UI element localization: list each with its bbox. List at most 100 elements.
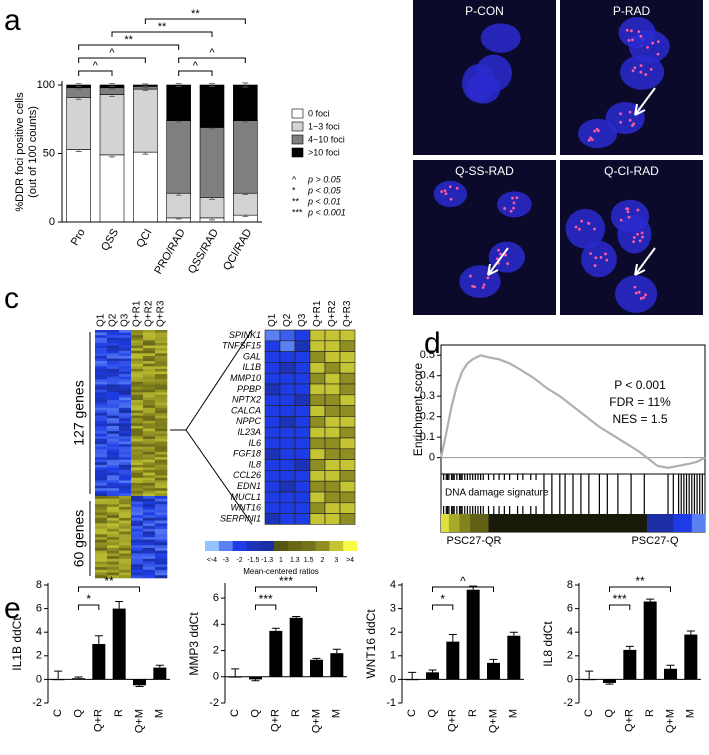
overview-cell <box>119 392 132 396</box>
focus-dot <box>443 189 447 193</box>
row-label: IL6 <box>248 438 261 448</box>
overview-cell <box>95 561 108 565</box>
overview-cell <box>119 477 132 481</box>
note-symbol: * <box>292 185 296 195</box>
overview-cell <box>119 462 132 466</box>
overview-cell <box>131 547 144 551</box>
focus-dot <box>511 196 514 200</box>
error-bar <box>135 685 144 687</box>
row-label: IL1B <box>242 362 261 372</box>
bar <box>249 676 262 680</box>
overview-cell <box>155 488 168 492</box>
overview-cell <box>155 405 168 409</box>
x-tick-label: Q+M <box>664 709 676 733</box>
overview-cell <box>131 436 144 440</box>
rank-strip <box>441 514 450 532</box>
heatmap-cell <box>279 502 296 514</box>
heatmap-cell <box>264 416 281 428</box>
overview-cell <box>155 480 168 484</box>
overview-cell <box>131 558 144 562</box>
overview-cell <box>155 394 168 398</box>
overview-cell <box>131 418 144 422</box>
overview-cell <box>155 441 168 445</box>
overview-cell <box>155 423 168 427</box>
x-tick-label: M <box>331 709 343 718</box>
zoom-column-label: Q+R1 <box>312 300 323 327</box>
overview-cell <box>131 394 144 398</box>
colorbar-block <box>274 541 289 551</box>
overview-cell <box>131 342 144 346</box>
overview-cell <box>143 550 156 554</box>
focus-dot <box>656 40 660 44</box>
bar-segment <box>233 120 258 194</box>
overview-cell <box>131 483 144 486</box>
overview-cell <box>143 564 156 568</box>
overview-cell <box>107 515 120 519</box>
overview-cell <box>107 520 120 524</box>
row-label: SERPINI1 <box>220 513 261 523</box>
overview-cell <box>131 517 144 521</box>
focus-dot <box>577 227 581 231</box>
colorbar-tick-label: 1 <box>279 557 283 564</box>
overview-cell <box>119 569 132 573</box>
overview-cell <box>131 350 144 354</box>
overview-cell <box>107 493 120 497</box>
overview-cell <box>107 428 120 432</box>
focus-dot <box>504 253 508 257</box>
column-label: Q+R2 <box>144 300 155 327</box>
focus-dot <box>506 262 510 266</box>
overview-cell <box>119 467 132 471</box>
overview-cell <box>119 384 132 388</box>
overview-cell <box>107 394 120 398</box>
overview-cell <box>95 506 108 510</box>
overview-cell <box>119 480 132 484</box>
rank-strip <box>673 514 693 532</box>
focus-dot <box>644 293 647 297</box>
overview-cell <box>107 402 120 406</box>
overview-cell <box>119 553 132 557</box>
nucleus <box>618 17 656 49</box>
note-symbol: ^ <box>292 174 297 184</box>
overview-cell <box>131 493 144 497</box>
focus-dot <box>628 118 632 122</box>
overview-cell <box>143 392 156 396</box>
overview-cell <box>155 431 168 435</box>
focus-dot <box>455 186 459 190</box>
overview-cell <box>119 425 132 429</box>
overview-cell <box>131 400 144 403</box>
overview-cell <box>155 451 168 455</box>
heatmap-cell <box>309 513 326 525</box>
y-tick-label: 0.3 <box>420 390 435 402</box>
overview-cell <box>131 564 144 568</box>
colorbar-tick-label: -3 <box>223 557 229 564</box>
overview-cell <box>155 358 168 362</box>
bar <box>112 608 126 680</box>
bar-segment <box>66 97 91 150</box>
overview-cell <box>107 467 120 471</box>
overview-cell <box>119 345 132 349</box>
error-bar <box>646 598 655 602</box>
overview-cell <box>95 374 108 377</box>
overview-cell <box>119 348 132 352</box>
heatmap-cell <box>324 426 341 439</box>
overview-cell <box>107 423 120 427</box>
overview-cell <box>95 332 108 336</box>
overview-cell <box>107 547 120 551</box>
overview-cell <box>119 498 132 502</box>
overview-cell <box>107 501 120 505</box>
overview-cell <box>143 449 156 453</box>
overview-cell <box>119 387 132 390</box>
overview-cell <box>155 526 168 530</box>
overview-cell <box>119 366 132 370</box>
overview-cell <box>143 433 156 437</box>
error-bar <box>142 83 149 87</box>
focus-dot <box>632 236 636 239</box>
heatmap-cell <box>264 448 281 460</box>
heatmap-cell <box>339 470 356 482</box>
overview-cell <box>155 446 168 450</box>
row-label: PPBP <box>237 384 261 394</box>
overview-cell <box>143 444 156 448</box>
overview-cell <box>95 534 108 538</box>
focus-dot <box>642 296 646 299</box>
bar <box>405 679 419 681</box>
